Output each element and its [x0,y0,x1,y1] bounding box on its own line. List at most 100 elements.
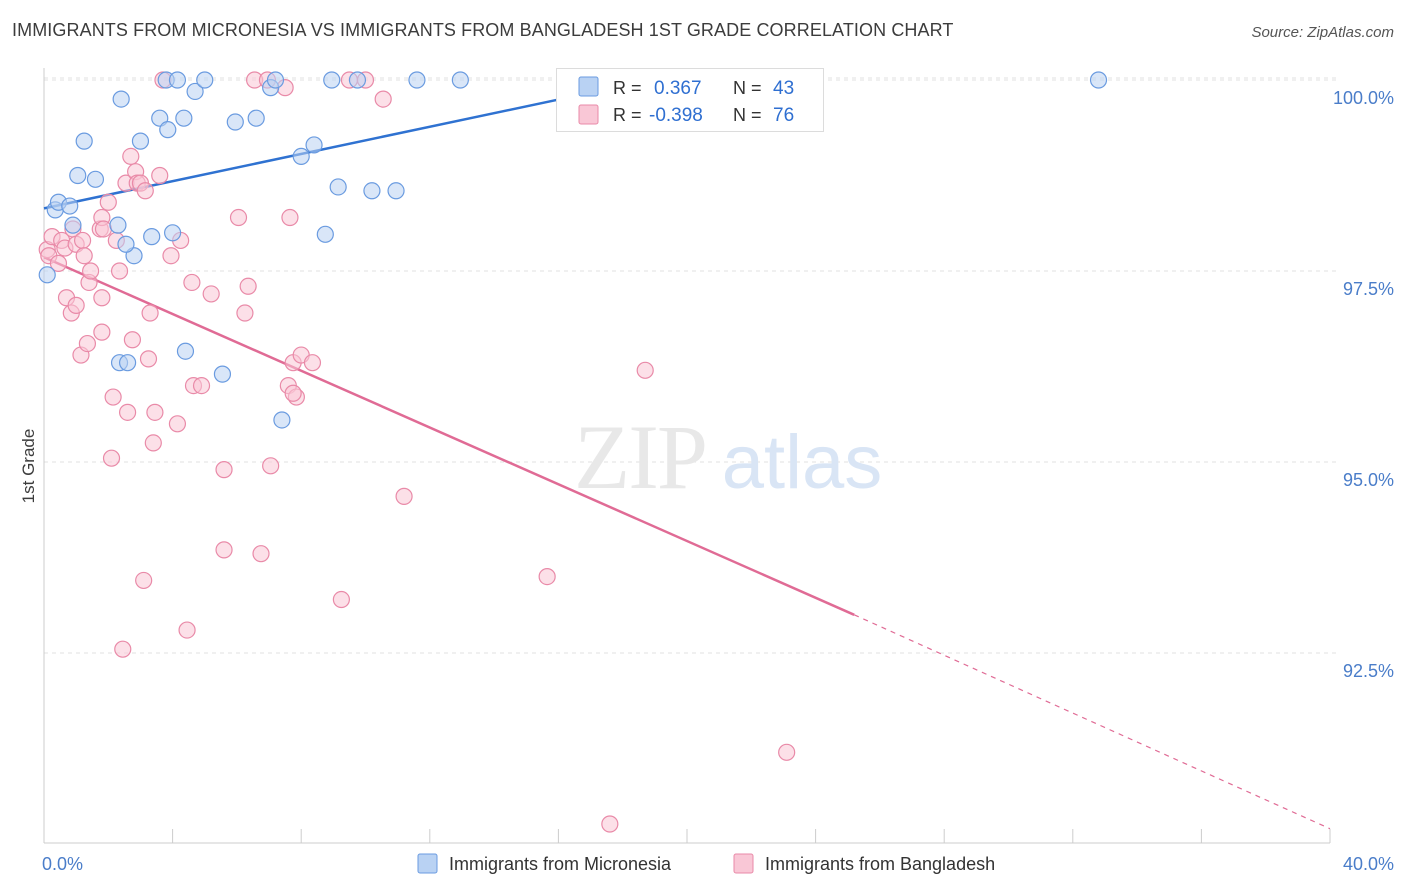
y-tick-label-2: 95.0% [1343,470,1394,490]
micronesia-point-27 [247,109,265,127]
bangladesh-point-24 [104,388,122,406]
bangladesh-point-67 [303,354,322,372]
bangladesh-point-63 [284,384,302,402]
micronesia-point-9 [109,216,127,234]
bangladesh-point-72 [395,487,413,505]
axes: 100.0% 97.5% 95.0% 92.5% 0.0% 40.0% [42,68,1394,874]
y-tick-label-3: 92.5% [1343,661,1394,681]
bangladesh-point-29 [118,403,137,421]
legend-r-value-micronesia: 0.367 [654,78,702,99]
bangladesh-point-55 [236,304,254,322]
bangladesh-point-51 [215,461,233,479]
bangladesh-point-50 [202,285,220,303]
micronesia-point-36 [348,71,367,89]
bangladesh-point-27 [114,640,132,658]
micronesia-point-14 [118,354,137,372]
micronesia-point-40 [451,71,469,89]
micronesia-point-7 [86,170,105,188]
bangladesh-point-59 [262,457,280,475]
micronesia-point-0 [38,266,56,284]
data-points [38,71,1108,833]
bangladesh-point-37 [139,350,158,368]
bangladesh-point-14 [78,334,97,353]
micronesia-point-39 [408,71,426,89]
chart-title: IMMIGRANTS FROM MICRONESIA VS IMMIGRANTS… [12,20,954,40]
y-axis-title: 1st Grade [19,429,38,504]
micronesia-point-19 [143,228,161,246]
bangladesh-point-74 [636,361,654,379]
bangladesh-point-44 [168,415,187,433]
micronesia-point-8 [112,90,130,108]
bangladesh-point-31 [123,331,142,349]
bangladesh-point-57 [252,545,270,563]
y-tick-label-0: 100.0% [1333,88,1394,108]
micronesia-point-38 [387,182,405,200]
legend-swatch-micronesia [578,76,599,97]
bangladesh-point-40 [146,403,164,421]
bangladesh-point-47 [183,273,201,292]
source-credit: Source: ZipAtlas.com [1251,24,1394,41]
micronesia-point-3 [61,197,79,215]
bangladesh-point-19 [94,220,113,238]
legend-n-value-micronesia: 43 [773,78,794,99]
micronesia-point-29 [266,71,285,89]
legend-r-label-bangladesh: R = [613,105,647,125]
series-legend-label-bangladesh: Immigrants from Bangladesh [765,854,995,874]
bangladesh-point-22 [99,193,117,211]
bangladesh-point-21 [93,323,111,341]
bangladesh-point-12 [75,247,93,265]
bangladesh-point-35 [136,182,154,200]
series-legend-swatch-micronesia [417,853,438,874]
bangladesh-point-46 [178,621,196,639]
micronesia-point-17 [164,224,182,242]
bangladesh-point-36 [135,571,153,590]
bangladesh-point-68 [332,590,350,609]
legend-r-label-micronesia: R = [613,78,647,98]
micronesia-point-24 [196,71,214,89]
bangladesh-point-outlier [601,815,619,833]
series-legend-swatch-bangladesh [733,853,754,874]
watermark: ZIP atlas [574,406,882,508]
micronesia-point-16 [159,121,177,139]
bangladesh-point-39 [144,434,162,452]
micronesia-point-6 [75,132,93,150]
bangladesh-point-43 [162,247,180,265]
bangladesh-point-9 [67,296,85,314]
trend-line-bangladesh-extension [853,614,1331,830]
micronesia-point-23 [186,82,204,101]
micronesia-point-25 [213,365,232,383]
bangladesh-point-75 [778,743,796,761]
bangladesh-point-54 [239,277,257,295]
micronesia-point-18 [176,342,195,360]
micronesia-point-12 [131,132,150,150]
bangladesh-point-11 [73,231,92,250]
bangladesh-point-26 [110,262,129,280]
micronesia-point-31 [292,147,310,165]
micronesia-point-37 [363,182,381,200]
series-legend-label-micronesia: Immigrants from Micronesia [449,854,672,874]
legend-n-label-micronesia: N = [733,78,767,98]
legend-swatch-bangladesh [578,104,599,125]
bangladesh-point-73 [538,567,556,586]
bangladesh-point-49 [192,377,211,395]
legend-r-value-bangladesh: -0.398 [649,105,703,126]
bangladesh-point-23 [102,449,121,467]
trend-line-bangladesh [43,256,855,616]
bangladesh-point-53 [229,208,248,227]
y-tick-label-1: 97.5% [1343,279,1394,299]
x-tick-label-1: 40.0% [1343,854,1394,874]
legend-n-label-bangladesh: N = [733,105,767,125]
bangladesh-point-3 [49,254,68,272]
grid-lines [44,77,1340,654]
micronesia-point-4 [64,216,82,234]
micronesia-point-42 [1089,71,1108,89]
micronesia-point-34 [323,71,341,89]
bangladesh-point-38 [141,304,159,322]
micronesia-point-30 [273,411,291,429]
micronesia-point-22 [168,71,187,89]
bangladesh-point-30 [122,147,140,165]
micronesia-point-26 [226,113,244,131]
micronesia-point-35 [329,178,347,196]
bangladesh-point-20 [93,289,111,307]
legend-n-value-bangladesh: 76 [773,105,794,126]
